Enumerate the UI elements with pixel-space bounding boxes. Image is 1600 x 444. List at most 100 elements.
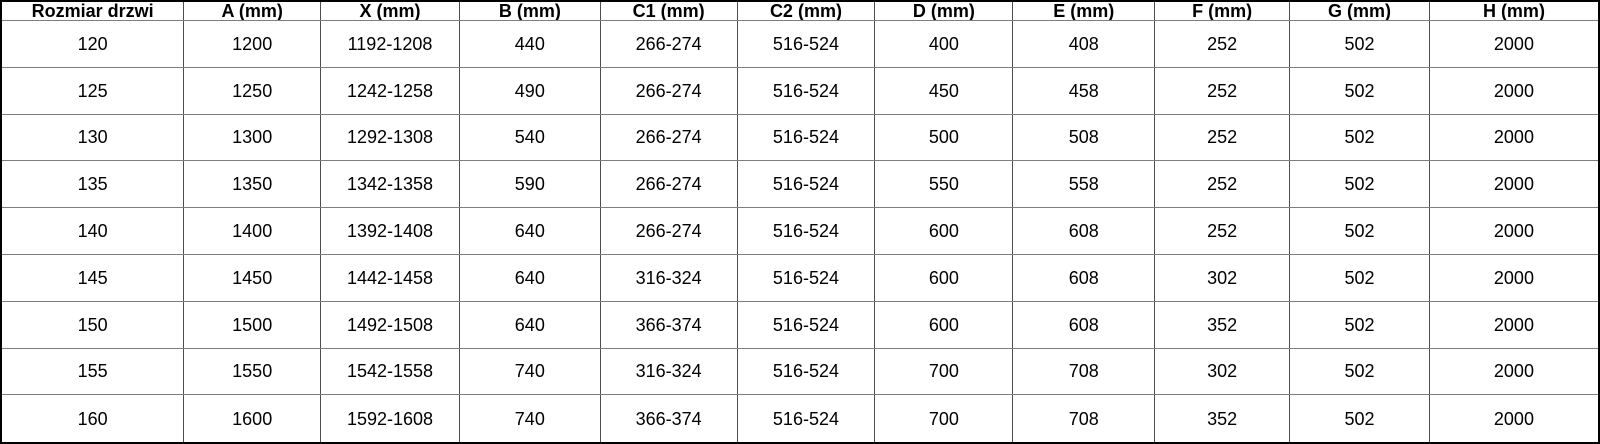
table-cell: 2000 (1428, 20, 1600, 68)
table-cell: 1250 (183, 66, 322, 115)
table-cell: 1300 (183, 113, 322, 162)
table-cell: 266-274 (599, 66, 738, 115)
table-row: 120 1200 1192-1208 440 266-274 516-524 400 408 2… (0, 20, 1600, 68)
table-cell: 400 (874, 20, 1014, 68)
column-header: H (mm) (1428, 0, 1600, 21)
table-cell: 502 (1289, 113, 1430, 162)
table-cell: 2000 (1428, 253, 1600, 302)
table-cell: 700 (874, 347, 1014, 396)
table-cell: 352 (1154, 394, 1291, 444)
table-cell: 502 (1289, 207, 1430, 255)
table-cell: 1242-1258 (320, 66, 460, 115)
table-row: 155 1550 1542-1558 740 316-324 516-524 700 708 3… (0, 347, 1600, 396)
table-cell: 700 (874, 394, 1014, 444)
table-cell: 1442-1458 (320, 253, 460, 302)
table-cell: 1342-1358 (320, 160, 460, 209)
table-cell: 140 (0, 207, 185, 255)
table-cell: 500 (874, 113, 1014, 162)
table-cell: 2000 (1428, 347, 1600, 396)
column-header: C1 (mm) (599, 0, 738, 21)
column-header: E (mm) (1012, 0, 1156, 21)
table-cell: 708 (1012, 394, 1156, 444)
table-cell: 302 (1154, 253, 1291, 302)
table-cell: 252 (1154, 160, 1291, 209)
table-row: 150 1500 1492-1508 640 366-374 516-524 600 608 3… (0, 300, 1600, 349)
column-header: G (mm) (1289, 0, 1430, 21)
table-cell: 150 (0, 300, 185, 349)
table-cell: 608 (1012, 253, 1156, 302)
table-cell: 516-524 (736, 66, 876, 115)
table-cell: 2000 (1428, 207, 1600, 255)
table-cell: 740 (458, 394, 601, 444)
table-cell: 1350 (183, 160, 322, 209)
table-cell: 2000 (1428, 300, 1600, 349)
column-header: Rozmiar drzwi (0, 0, 185, 21)
table-cell: 252 (1154, 20, 1291, 68)
table-cell: 502 (1289, 66, 1430, 115)
table-cell: 516-524 (736, 160, 876, 209)
table-cell: 1192-1208 (320, 20, 460, 68)
table-cell: 550 (874, 160, 1014, 209)
table-cell: 2000 (1428, 66, 1600, 115)
table-cell: 608 (1012, 207, 1156, 255)
table-cell: 2000 (1428, 394, 1600, 444)
column-header: D (mm) (874, 0, 1014, 21)
header-row: Rozmiar drzwi A (mm) X (mm) B (mm) C1 (mm) C2… (0, 0, 1600, 21)
table-cell: 125 (0, 66, 185, 115)
table-cell: 366-374 (599, 394, 738, 444)
table-cell: 458 (1012, 66, 1156, 115)
table-cell: 120 (0, 20, 185, 68)
table-cell: 590 (458, 160, 601, 209)
table-cell: 145 (0, 253, 185, 302)
table-cell: 1392-1408 (320, 207, 460, 255)
table-cell: 740 (458, 347, 601, 396)
table-cell: 130 (0, 113, 185, 162)
table-row: 145 1450 1442-1458 640 316-324 516-524 600 608 3… (0, 253, 1600, 302)
table-cell: 316-324 (599, 347, 738, 396)
table-cell: 502 (1289, 20, 1430, 68)
column-header: F (mm) (1154, 0, 1291, 21)
table-cell: 1292-1308 (320, 113, 460, 162)
table-cell: 408 (1012, 20, 1156, 68)
table-cell: 490 (458, 66, 601, 115)
table-cell: 2000 (1428, 113, 1600, 162)
table-cell: 450 (874, 66, 1014, 115)
table-cell: 252 (1154, 113, 1291, 162)
table-cell: 352 (1154, 300, 1291, 349)
table-cell: 316-324 (599, 253, 738, 302)
table-cell: 516-524 (736, 113, 876, 162)
table-cell: 135 (0, 160, 185, 209)
table-cell: 266-274 (599, 113, 738, 162)
table-row: 140 1400 1392-1408 640 266-274 516-524 600 608 2… (0, 207, 1600, 255)
table-row: 130 1300 1292-1308 540 266-274 516-524 500 508 2… (0, 113, 1600, 162)
table-cell: 508 (1012, 113, 1156, 162)
table-cell: 540 (458, 113, 601, 162)
column-header: C2 (mm) (736, 0, 876, 21)
table-cell: 558 (1012, 160, 1156, 209)
table-cell: 160 (0, 394, 185, 444)
table-cell: 640 (458, 207, 601, 255)
table-cell: 502 (1289, 394, 1430, 444)
table-cell: 1600 (183, 394, 322, 444)
table-cell: 252 (1154, 207, 1291, 255)
table-row: 160 1600 1592-1608 740 366-374 516-524 700 708 3… (0, 394, 1600, 444)
table-cell: 2000 (1428, 160, 1600, 209)
table-cell: 266-274 (599, 20, 738, 68)
table-cell: 1592-1608 (320, 394, 460, 444)
table-cell: 1200 (183, 20, 322, 68)
table-cell: 640 (458, 253, 601, 302)
table-cell: 608 (1012, 300, 1156, 349)
table-cell: 1400 (183, 207, 322, 255)
table-cell: 366-374 (599, 300, 738, 349)
table-cell: 502 (1289, 300, 1430, 349)
table-cell: 516-524 (736, 20, 876, 68)
table-cell: 155 (0, 347, 185, 396)
table-row: 125 1250 1242-1258 490 266-274 516-524 450 458 2… (0, 66, 1600, 115)
table-cell: 708 (1012, 347, 1156, 396)
table-cell: 302 (1154, 347, 1291, 396)
column-header: B (mm) (458, 0, 601, 21)
table-cell: 516-524 (736, 394, 876, 444)
table-cell: 516-524 (736, 207, 876, 255)
table-cell: 640 (458, 300, 601, 349)
